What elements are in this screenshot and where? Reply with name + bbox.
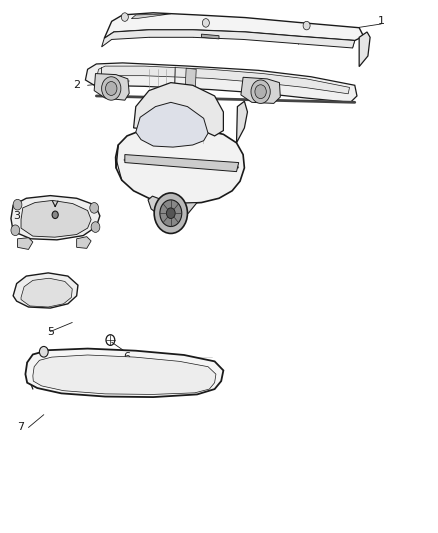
- Polygon shape: [237, 101, 247, 143]
- Text: 5: 5: [47, 327, 54, 336]
- Polygon shape: [136, 102, 208, 147]
- Text: 1: 1: [378, 17, 385, 26]
- Polygon shape: [85, 63, 357, 102]
- Polygon shape: [148, 196, 197, 219]
- Text: 7: 7: [18, 423, 25, 432]
- Circle shape: [121, 13, 128, 21]
- Polygon shape: [25, 349, 223, 397]
- Circle shape: [202, 19, 209, 27]
- Circle shape: [52, 211, 58, 219]
- Polygon shape: [96, 66, 350, 94]
- Polygon shape: [21, 200, 91, 237]
- Polygon shape: [77, 237, 91, 248]
- Polygon shape: [131, 14, 171, 19]
- Polygon shape: [185, 68, 196, 97]
- Polygon shape: [125, 155, 239, 172]
- Circle shape: [154, 193, 187, 233]
- Polygon shape: [94, 74, 129, 100]
- Polygon shape: [102, 30, 355, 48]
- Circle shape: [39, 346, 48, 357]
- Circle shape: [255, 85, 266, 99]
- Circle shape: [303, 21, 310, 30]
- Text: 6: 6: [124, 352, 131, 362]
- Polygon shape: [201, 34, 219, 39]
- Polygon shape: [11, 196, 100, 240]
- Text: 2: 2: [73, 80, 80, 90]
- Circle shape: [106, 82, 117, 95]
- Text: 4: 4: [44, 211, 51, 221]
- Circle shape: [166, 208, 175, 219]
- Circle shape: [160, 200, 182, 227]
- Polygon shape: [21, 278, 72, 307]
- Circle shape: [91, 222, 100, 232]
- Circle shape: [102, 77, 121, 100]
- Polygon shape: [33, 355, 216, 394]
- Polygon shape: [359, 32, 370, 67]
- Polygon shape: [104, 13, 364, 41]
- Circle shape: [251, 80, 270, 103]
- Polygon shape: [18, 238, 33, 249]
- Circle shape: [11, 225, 20, 236]
- Polygon shape: [13, 273, 78, 308]
- Polygon shape: [241, 77, 280, 103]
- Circle shape: [90, 203, 99, 213]
- Polygon shape: [134, 83, 223, 136]
- Polygon shape: [116, 127, 244, 204]
- Circle shape: [13, 199, 22, 210]
- Text: 3: 3: [13, 211, 20, 221]
